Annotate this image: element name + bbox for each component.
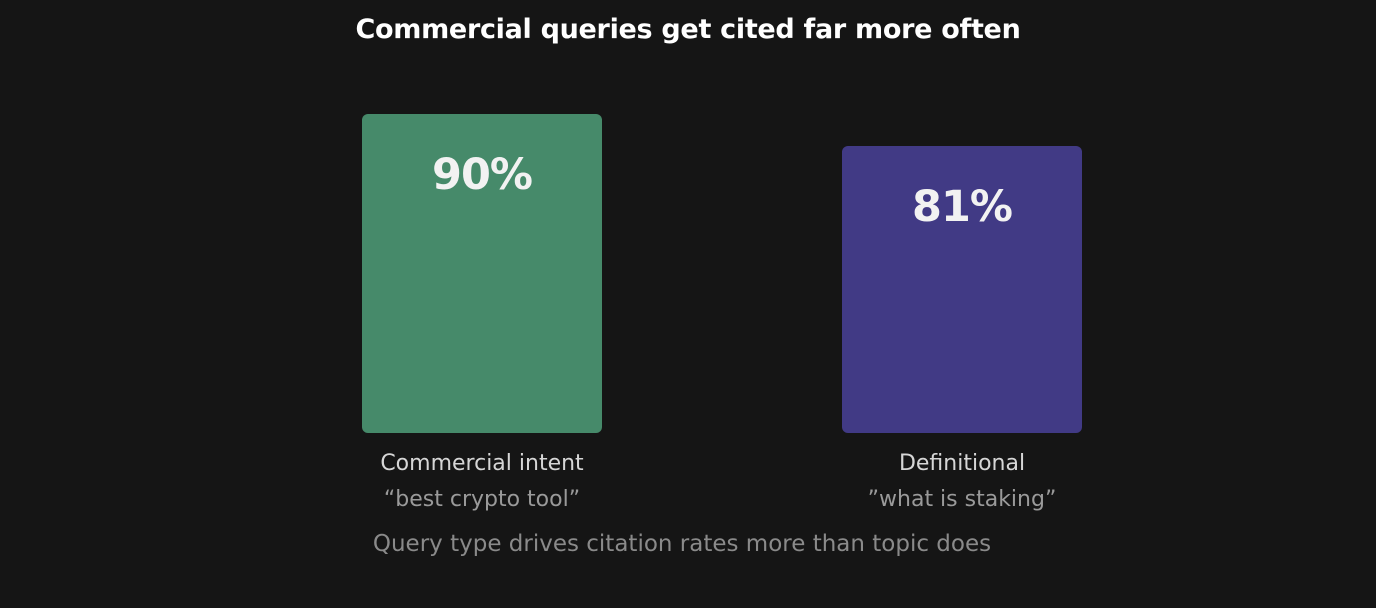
bar-value-label: 90% <box>432 150 533 200</box>
category-label: Definitional <box>898 451 1026 476</box>
bar-commercial-intent: 90% <box>362 114 602 433</box>
category-example: ”what is staking” <box>867 487 1057 512</box>
chart-title: Commercial queries get cited far more of… <box>355 14 1021 45</box>
bar-value-label: 81% <box>912 182 1013 232</box>
bar-definitional: 81% <box>842 146 1082 433</box>
chart-caption: Query type drives citation rates more th… <box>372 531 992 557</box>
category-label: Commercial intent <box>380 451 584 476</box>
category-example: “best crypto tool” <box>383 487 581 512</box>
